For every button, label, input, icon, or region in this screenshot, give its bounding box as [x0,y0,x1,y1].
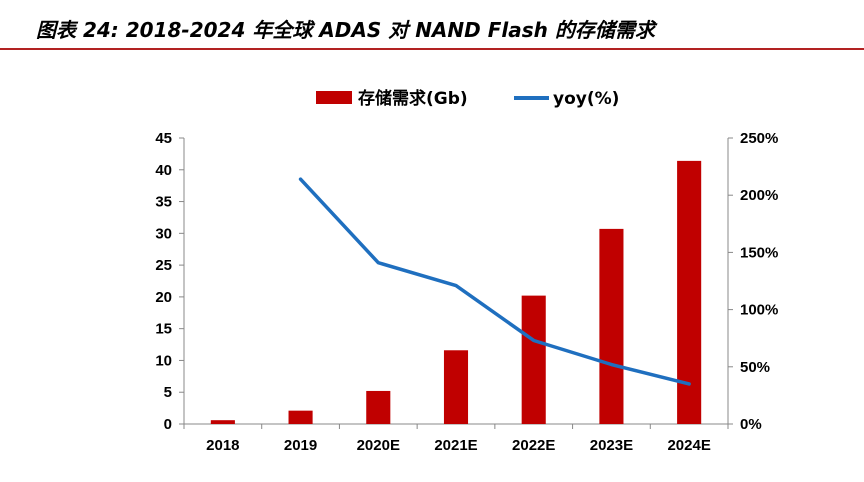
yoy-point [376,261,380,265]
legend-label-line: yoy(%) [553,89,619,109]
legend: 存储需求(Gb) yoy(%) [316,88,619,109]
bar [288,410,313,424]
yoy-point [532,338,536,342]
y-right-tick-label: 100% [740,302,778,319]
y-left-ticks: 0 5 10 15 20 25 30 35 40 45 [155,130,184,433]
legend-label-bar: 存储需求(Gb) [358,88,468,109]
y-right-tick-label: 150% [740,244,778,261]
y-right-tick-label: 0% [740,416,762,433]
yoy-point [609,363,613,367]
yoy-point [454,284,458,288]
y-right-ticks: 0% 50% 100% 150% 200% 250% [728,130,778,433]
bar [210,420,235,424]
yoy-point [687,382,691,386]
bar [599,228,624,424]
y-left-tick-label: 35 [155,194,172,211]
y-right-tick-label: 200% [740,187,778,204]
y-left-tick-label: 5 [164,384,172,401]
bar [443,350,469,424]
y-left-tick-label: 15 [155,321,172,338]
figure-title: 图表 24: 2018-2024 年全球 ADAS 对 NAND Flash 的… [36,18,655,42]
bars [210,160,702,424]
x-tick-label: 2022E [512,437,555,454]
y-left-tick-label: 45 [155,130,172,147]
y-left-tick-label: 0 [164,416,172,433]
x-tick-label: 2020E [357,437,400,454]
x-tick-label: 2023E [590,437,633,454]
bar [521,295,546,424]
y-right-tick-label: 250% [740,130,778,147]
y-left-tick-label: 10 [155,352,172,369]
y-left-tick-label: 30 [155,225,172,242]
bar [366,390,391,424]
x-tick-label: 2018 [206,437,239,454]
y-left-tick-label: 25 [155,257,172,274]
y-left-tick-label: 40 [155,162,172,179]
yoy-line [298,177,691,386]
x-ticks: 2018 2019 2020E 2021E 2022E 2023E 2024E [183,424,729,454]
y-right-tick-label: 50% [740,359,770,376]
x-tick-label: 2021E [434,437,477,454]
x-tick-label: 2024E [667,437,710,454]
x-tick-label: 2019 [284,437,317,454]
yoy-point [299,177,303,181]
legend-swatch-bar [316,91,352,104]
y-left-tick-label: 20 [155,289,172,306]
yoy-line-group [298,177,691,386]
title-divider [0,48,864,50]
